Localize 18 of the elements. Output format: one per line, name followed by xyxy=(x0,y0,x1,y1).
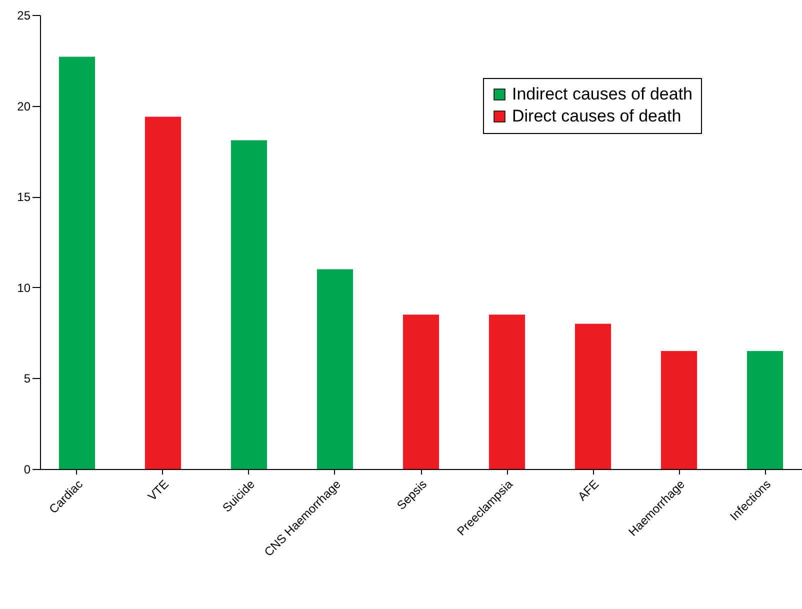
bar xyxy=(316,269,354,469)
y-tick-label: 5 xyxy=(24,372,31,386)
y-tick-label: 0 xyxy=(24,462,31,476)
bar xyxy=(660,350,698,469)
y-tick-label: 20 xyxy=(17,99,31,114)
bar xyxy=(230,140,268,469)
bar xyxy=(58,56,96,469)
y-tick-label: 10 xyxy=(17,280,31,295)
y-tick-label: 25 xyxy=(17,8,31,22)
bar xyxy=(144,116,182,469)
bar xyxy=(746,350,784,469)
bar xyxy=(488,314,526,469)
legend-label: Indirect causes of death xyxy=(512,84,693,104)
x-tick-label: VTE xyxy=(145,477,172,504)
y-tick-label: 15 xyxy=(17,190,31,204)
bar xyxy=(402,314,440,469)
legend-label: Direct causes of death xyxy=(512,106,682,126)
bar xyxy=(574,324,612,469)
